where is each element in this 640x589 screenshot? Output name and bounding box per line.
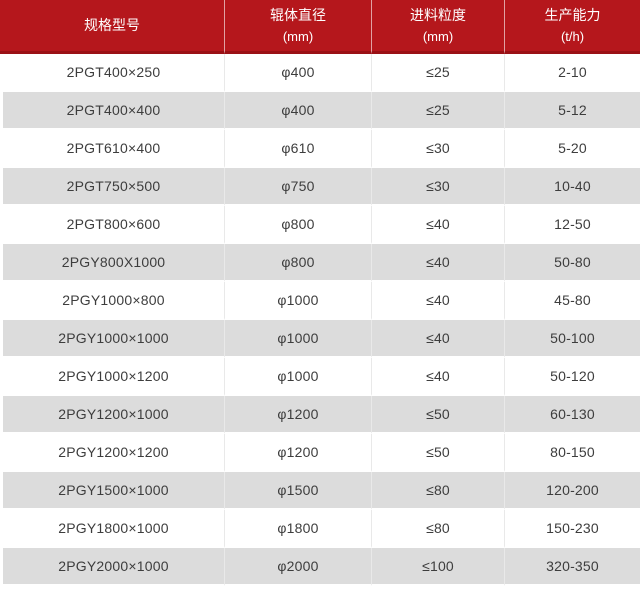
header-spec-model: 规格型号 (0, 0, 225, 54)
roller-diameter-cell: φ1000 (225, 320, 372, 358)
roller-diameter-cell: φ1200 (225, 396, 372, 434)
header-roller-diameter: 辊体直径 (mm) (225, 0, 372, 54)
capacity-cell: 50-100 (505, 320, 640, 358)
spec-model-cell: 2PGY1000×800 (0, 282, 225, 320)
feed-size-cell: ≤40 (372, 282, 505, 320)
spec-model-cell: 2PGT610×400 (0, 130, 225, 168)
feed-size-cell: ≤30 (372, 130, 505, 168)
spec-model-cell: 2PGY2000×1000 (0, 548, 225, 586)
capacity-cell: 12-50 (505, 206, 640, 244)
feed-size-cell: ≤40 (372, 320, 505, 358)
capacity-cell: 320-350 (505, 548, 640, 586)
capacity-cell: 50-80 (505, 244, 640, 282)
table-row: 2PGT800×600 φ800 ≤40 12-50 (0, 206, 640, 244)
feed-size-cell: ≤25 (372, 92, 505, 130)
table-row: 2PGT610×400 φ610 ≤30 5-20 (0, 130, 640, 168)
feed-size-cell: ≤50 (372, 396, 505, 434)
feed-size-cell: ≤50 (372, 434, 505, 472)
capacity-cell: 2-10 (505, 54, 640, 92)
spec-model-cell: 2PGT800×600 (0, 206, 225, 244)
header-capacity: 生产能力 (t/h) (505, 0, 640, 54)
spec-table-body: 2PGT400×250 φ400 ≤25 2-10 2PGT400×400 φ400 ≤25… (0, 54, 640, 586)
header-capacity-unit: (t/h) (560, 28, 585, 44)
spec-model-cell: 2PGY1200×1200 (0, 434, 225, 472)
table-row: 2PGY1200×1000 φ1200 ≤50 60-130 (0, 396, 640, 434)
feed-size-cell: ≤30 (372, 168, 505, 206)
feed-size-cell: ≤25 (372, 54, 505, 92)
table-row: 2PGT400×250 φ400 ≤25 2-10 (0, 54, 640, 92)
capacity-cell: 120-200 (505, 472, 640, 510)
spec-model-cell: 2PGY1000×1200 (0, 358, 225, 396)
feed-size-cell: ≤40 (372, 206, 505, 244)
capacity-cell: 5-20 (505, 130, 640, 168)
roller-diameter-cell: φ400 (225, 54, 372, 92)
header-spec-model-label: 规格型号 (84, 17, 140, 33)
roller-diameter-cell: φ610 (225, 130, 372, 168)
roller-diameter-cell: φ1000 (225, 358, 372, 396)
table-row: 2PGY800X1000 φ800 ≤40 50-80 (0, 244, 640, 282)
capacity-cell: 80-150 (505, 434, 640, 472)
capacity-cell: 5-12 (505, 92, 640, 130)
roller-diameter-cell: φ400 (225, 92, 372, 130)
table-row: 2PGY1800×1000 φ1800 ≤80 150-230 (0, 510, 640, 548)
capacity-cell: 150-230 (505, 510, 640, 548)
spec-model-cell: 2PGY1000×1000 (0, 320, 225, 358)
header-feed-size-label: 进料粒度 (410, 6, 466, 23)
roller-diameter-cell: φ2000 (225, 548, 372, 586)
capacity-cell: 45-80 (505, 282, 640, 320)
spec-table-header: 规格型号 辊体直径 (mm) 进料粒度 (mm) 生产能力 (t/h) (0, 0, 640, 54)
spec-model-cell: 2PGY1500×1000 (0, 472, 225, 510)
spec-model-cell: 2PGY1200×1000 (0, 396, 225, 434)
header-roller-diameter-label: 辊体直径 (270, 6, 326, 23)
header-row: 规格型号 辊体直径 (mm) 进料粒度 (mm) 生产能力 (t/h) (0, 0, 640, 54)
feed-size-cell: ≤40 (372, 244, 505, 282)
table-row: 2PGT750×500 φ750 ≤30 10-40 (0, 168, 640, 206)
spec-model-cell: 2PGT750×500 (0, 168, 225, 206)
table-row: 2PGT400×400 φ400 ≤25 5-12 (0, 92, 640, 130)
table-row: 2PGY1000×1000 φ1000 ≤40 50-100 (0, 320, 640, 358)
table-row: 2PGY1000×800 φ1000 ≤40 45-80 (0, 282, 640, 320)
roller-diameter-cell: φ750 (225, 168, 372, 206)
feed-size-cell: ≤40 (372, 358, 505, 396)
capacity-cell: 10-40 (505, 168, 640, 206)
roller-diameter-cell: φ1200 (225, 434, 372, 472)
header-feed-size: 进料粒度 (mm) (372, 0, 505, 54)
roller-diameter-cell: φ1500 (225, 472, 372, 510)
roller-diameter-cell: φ1000 (225, 282, 372, 320)
header-roller-diameter-unit: (mm) (282, 28, 314, 44)
header-feed-size-unit: (mm) (422, 28, 454, 44)
table-row: 2PGY1000×1200 φ1000 ≤40 50-120 (0, 358, 640, 396)
feed-size-cell: ≤80 (372, 472, 505, 510)
roller-diameter-cell: φ800 (225, 244, 372, 282)
spec-model-cell: 2PGT400×400 (0, 92, 225, 130)
header-capacity-label: 生产能力 (544, 6, 601, 23)
table-row: 2PGY1500×1000 φ1500 ≤80 120-200 (0, 472, 640, 510)
capacity-cell: 60-130 (505, 396, 640, 434)
capacity-cell: 50-120 (505, 358, 640, 396)
spec-model-cell: 2PGY800X1000 (0, 244, 225, 282)
spec-model-cell: 2PGT400×250 (0, 54, 225, 92)
table-row: 2PGY2000×1000 φ2000 ≤100 320-350 (0, 548, 640, 586)
feed-size-cell: ≤80 (372, 510, 505, 548)
spec-model-cell: 2PGY1800×1000 (0, 510, 225, 548)
roller-diameter-cell: φ800 (225, 206, 372, 244)
roller-diameter-cell: φ1800 (225, 510, 372, 548)
feed-size-cell: ≤100 (372, 548, 505, 586)
table-row: 2PGY1200×1200 φ1200 ≤50 80-150 (0, 434, 640, 472)
